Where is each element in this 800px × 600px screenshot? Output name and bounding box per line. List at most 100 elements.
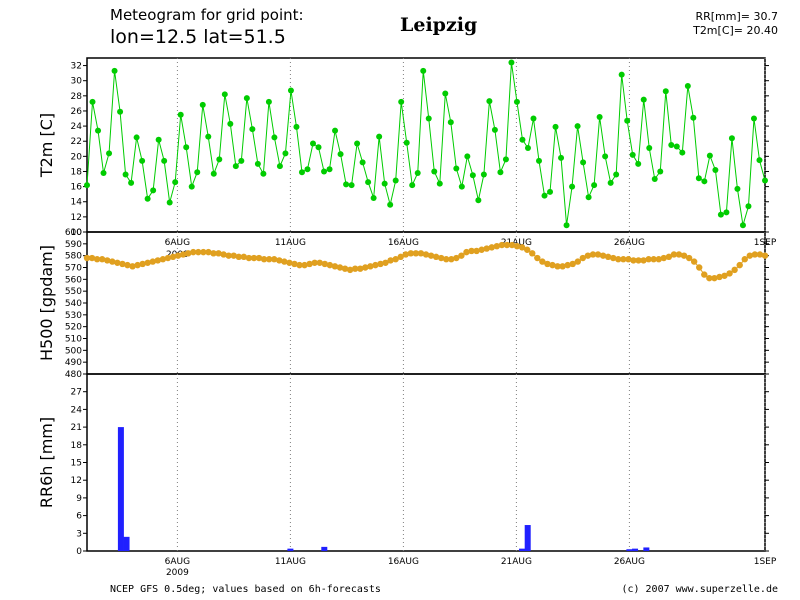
h500-point	[579, 254, 587, 262]
h500-point	[311, 259, 318, 266]
h500-point	[706, 274, 713, 282]
h500-point	[362, 264, 369, 271]
t2m-point	[276, 163, 283, 170]
t2m-point	[243, 95, 250, 102]
h500-point	[493, 243, 501, 250]
h500-point	[670, 251, 678, 258]
t2m-point	[188, 183, 195, 190]
h500-point	[205, 248, 212, 256]
h500-point	[701, 271, 708, 278]
h500-point	[756, 251, 764, 258]
h500-point	[154, 257, 162, 264]
h500-point	[382, 259, 389, 266]
t2m-point	[304, 166, 311, 173]
h500-point	[448, 256, 455, 263]
t2m-point	[458, 183, 465, 190]
t2m-point	[491, 126, 498, 133]
t2m-point	[563, 222, 570, 229]
h500-point	[331, 263, 339, 270]
y-tick-label: 27	[71, 388, 82, 398]
t2m-point	[387, 201, 394, 208]
h500-point	[83, 254, 91, 262]
t2m-point	[315, 144, 322, 151]
t2m-point	[447, 119, 454, 126]
h500-point	[190, 248, 197, 256]
t2m-point	[205, 133, 212, 140]
y-axis-label: RR6h [mm]	[37, 417, 56, 508]
h500-point	[721, 272, 728, 279]
t2m-point	[640, 96, 647, 103]
h500-point	[159, 256, 167, 263]
h500-point	[473, 247, 480, 255]
t2m-point	[502, 156, 509, 163]
t2m-point	[651, 176, 658, 183]
h500-point	[645, 256, 652, 263]
y-tick-label: 510	[65, 335, 82, 345]
h500-point	[584, 252, 592, 259]
h500-point	[523, 246, 531, 253]
h500-point	[134, 261, 141, 269]
y-tick-label: 20	[71, 152, 83, 162]
t2m-point	[139, 157, 146, 164]
t2m-point	[657, 168, 664, 175]
t2m-point	[260, 170, 267, 177]
t2m-point	[739, 222, 746, 229]
h500-point	[569, 260, 576, 268]
copyright-note: (c) 2007 www.superzelle.de	[621, 584, 778, 595]
t2m-point	[265, 98, 272, 105]
t2m-point	[155, 136, 162, 143]
h500-point	[453, 254, 460, 262]
data-source-note: NCEP GFS 0.5deg; values based on 6h-fore…	[110, 584, 381, 595]
h500-point	[746, 252, 754, 259]
y-tick-label: 540	[65, 299, 82, 309]
y-tick-label: 480	[65, 370, 82, 380]
h500-point	[478, 246, 485, 253]
h500-point	[751, 251, 759, 258]
y-tick-label: 10	[71, 228, 83, 238]
h500-point	[650, 256, 657, 263]
h500-point	[372, 261, 379, 269]
y-tick-label: 15	[71, 459, 82, 469]
date-tick-label: 26AUG	[614, 557, 645, 567]
y-tick-label: 530	[65, 311, 82, 321]
h500-point	[407, 250, 415, 257]
date-tick-label: 16AUG	[388, 557, 419, 567]
y-tick-label: 600	[65, 228, 82, 238]
t2m-point	[89, 98, 96, 105]
t2m-point	[84, 182, 90, 189]
t2m-point	[684, 82, 691, 89]
t2m-point	[392, 177, 399, 184]
h500-point	[88, 254, 96, 262]
t2m-point	[365, 179, 372, 186]
t2m-point	[436, 180, 443, 187]
t2m-point	[431, 168, 438, 175]
h500-point	[336, 264, 344, 271]
h500-point	[680, 252, 688, 259]
h500-point	[210, 250, 217, 257]
h500-point	[286, 259, 293, 266]
t2m-point	[310, 140, 316, 147]
h500-point	[306, 260, 313, 268]
h500-point	[255, 254, 263, 262]
h500-point	[716, 273, 723, 281]
y-tick-label: 12	[71, 213, 82, 223]
h500-point	[367, 263, 374, 270]
rain-bar	[643, 547, 650, 551]
t2m-point	[668, 142, 675, 148]
t2m-point	[580, 159, 587, 166]
h500-point	[630, 257, 637, 264]
h500-point	[281, 258, 288, 265]
rain-bar	[524, 525, 531, 551]
h500-point	[296, 261, 303, 269]
h500-point	[265, 256, 273, 263]
h500-point	[589, 251, 597, 258]
h500-point	[412, 250, 420, 257]
h500-point	[529, 250, 536, 257]
h500-point	[377, 260, 384, 268]
t2m-point	[117, 108, 124, 115]
h500-point	[534, 254, 541, 262]
t2m-point	[673, 143, 680, 150]
t2m-point	[480, 171, 487, 178]
t2m-point	[607, 179, 614, 186]
t2m-line	[86, 62, 766, 226]
